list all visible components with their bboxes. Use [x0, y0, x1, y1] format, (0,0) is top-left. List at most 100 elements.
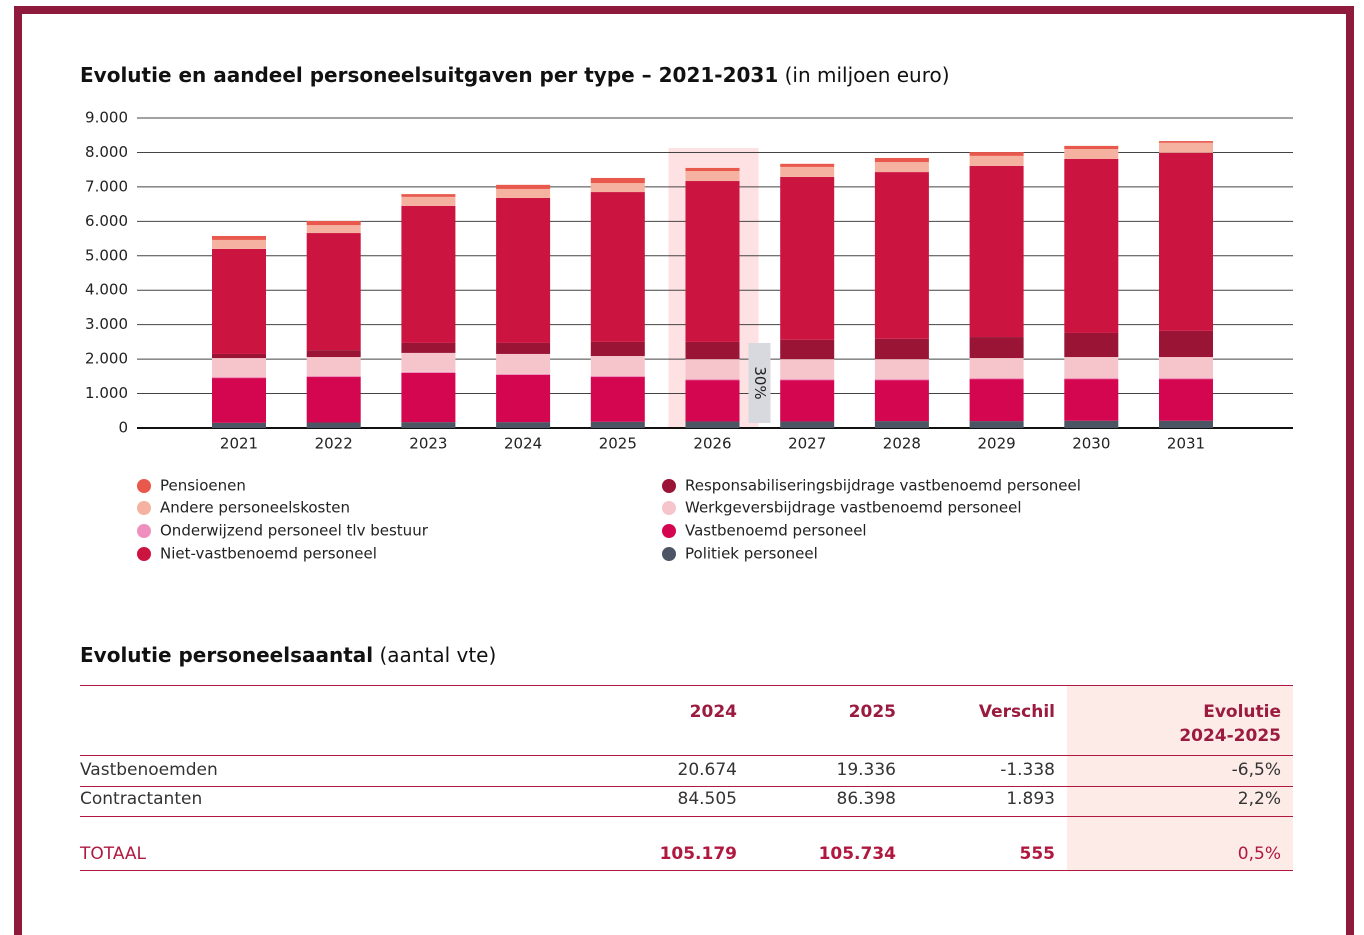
- x-tick-label: 2029: [978, 435, 1016, 453]
- bar-segment: [1159, 420, 1213, 428]
- bar-segment: [496, 197, 551, 343]
- bar-segment: [1064, 158, 1119, 333]
- legend-swatch: [137, 524, 151, 538]
- frame: [14, 6, 1354, 935]
- bar-segment: [874, 359, 929, 380]
- bar-segment: [306, 225, 361, 234]
- bar-segment: [212, 358, 266, 378]
- bar-segment: [496, 188, 551, 198]
- x-tick-label: 2026: [693, 435, 731, 453]
- table-cell: 19.336: [836, 760, 896, 780]
- bar-segment: [685, 359, 740, 380]
- bar-segment: [401, 196, 456, 206]
- bar-segment: [306, 422, 361, 428]
- annotation: 30%: [751, 366, 769, 399]
- bar-segment: [685, 379, 740, 381]
- bar-segment: [590, 183, 645, 193]
- legend-label: Vastbenoemd personeel: [685, 522, 867, 540]
- bar-segment: [401, 352, 456, 372]
- x-tick-label: 2021: [220, 435, 258, 453]
- subtitle: (in miljoen euro): [784, 63, 950, 87]
- y-tick-label: 2.000: [85, 350, 128, 368]
- bar-segment: [401, 194, 456, 197]
- bar-segment: [1064, 332, 1119, 358]
- y-tick-label: 5.000: [85, 246, 128, 264]
- legend-label: Niet-vastbenoemd personeel: [160, 545, 377, 563]
- bar-segment: [306, 377, 361, 423]
- column-header: Verschil: [978, 702, 1055, 722]
- x-tick-label: 2030: [1072, 435, 1110, 453]
- bar-segment: [401, 342, 456, 353]
- table-cell: 20.674: [677, 760, 737, 780]
- bar-segment: [1064, 145, 1119, 149]
- table-cell: 105.734: [818, 844, 896, 864]
- bar-segment: [212, 422, 266, 428]
- bar-segment: [496, 374, 551, 423]
- bar-segment: [685, 341, 740, 360]
- bar-segment: [685, 181, 740, 342]
- bar-segment: [212, 235, 266, 240]
- bar-segment: [685, 421, 740, 428]
- bar-segment: [969, 165, 1024, 338]
- subtitle: (aantal vte): [379, 643, 497, 667]
- bar-segment: [969, 379, 1024, 422]
- legend-label: Werkgeversbijdrage vastbenoemd personeel: [685, 499, 1022, 517]
- table-cell: 555: [1019, 844, 1056, 864]
- bar-segment: [212, 248, 266, 354]
- y-tick-label: 4.000: [85, 281, 128, 299]
- legend-label: Politiek personeel: [685, 545, 818, 563]
- bar-segment: [969, 378, 1024, 380]
- bar-segment: [1064, 149, 1119, 159]
- bar-segment: [1159, 379, 1213, 421]
- bar-segment: [1159, 141, 1213, 143]
- legend-swatch: [662, 479, 676, 493]
- bar-segment: [969, 152, 1024, 156]
- y-tick-label: 9.000: [85, 109, 128, 127]
- bar-segment: [1064, 378, 1119, 380]
- column-header: 2024: [689, 702, 737, 722]
- x-tick-label: 2025: [599, 435, 637, 453]
- bar-segment: [969, 337, 1024, 359]
- bar-segment: [401, 205, 456, 343]
- bar-segment: [874, 380, 929, 422]
- bar-segment: [496, 342, 551, 354]
- bar-segment: [874, 162, 929, 173]
- bar-segment: [306, 357, 361, 376]
- bar-segment: [212, 239, 266, 249]
- bar-segment: [874, 421, 929, 428]
- legend-swatch: [662, 501, 676, 515]
- y-tick-label: 8.000: [85, 143, 128, 161]
- bar-segment: [496, 422, 551, 428]
- bar-segment: [685, 380, 740, 422]
- table-title: Evolutie personeelsaantal (aantal vte): [80, 643, 496, 667]
- bar-segment: [306, 350, 361, 358]
- table-cell: 86.398: [836, 789, 896, 809]
- bar-segment: [590, 356, 645, 376]
- bar-segment: [306, 233, 361, 351]
- bar-segment: [969, 358, 1024, 379]
- y-tick-label: 1.000: [85, 384, 128, 402]
- table-rule: [80, 816, 1293, 817]
- bar-segment: [874, 338, 929, 360]
- bar-segment: [1159, 142, 1213, 153]
- bar-segment: [780, 359, 835, 380]
- bar-segment: [1064, 357, 1119, 379]
- table-cell: 0,5%: [1237, 844, 1281, 864]
- bar-segment: [590, 375, 645, 378]
- table-cell: 105.179: [659, 844, 737, 864]
- bar-segment: [306, 220, 361, 226]
- bar-segment: [212, 378, 266, 423]
- bar-segment: [874, 379, 929, 381]
- annotation-box: [748, 343, 771, 423]
- legend-label: Andere personeelskosten: [160, 499, 350, 517]
- bar-segment: [780, 380, 835, 422]
- bar-segment: [874, 157, 929, 163]
- y-tick-label: 3.000: [85, 315, 128, 333]
- legend-swatch: [662, 547, 676, 561]
- bar-segment: [496, 353, 551, 374]
- bar-segment: [1064, 420, 1119, 428]
- legend-label: Responsabiliseringsbijdrage vastbenoemd …: [685, 477, 1081, 495]
- legend-swatch: [662, 524, 676, 538]
